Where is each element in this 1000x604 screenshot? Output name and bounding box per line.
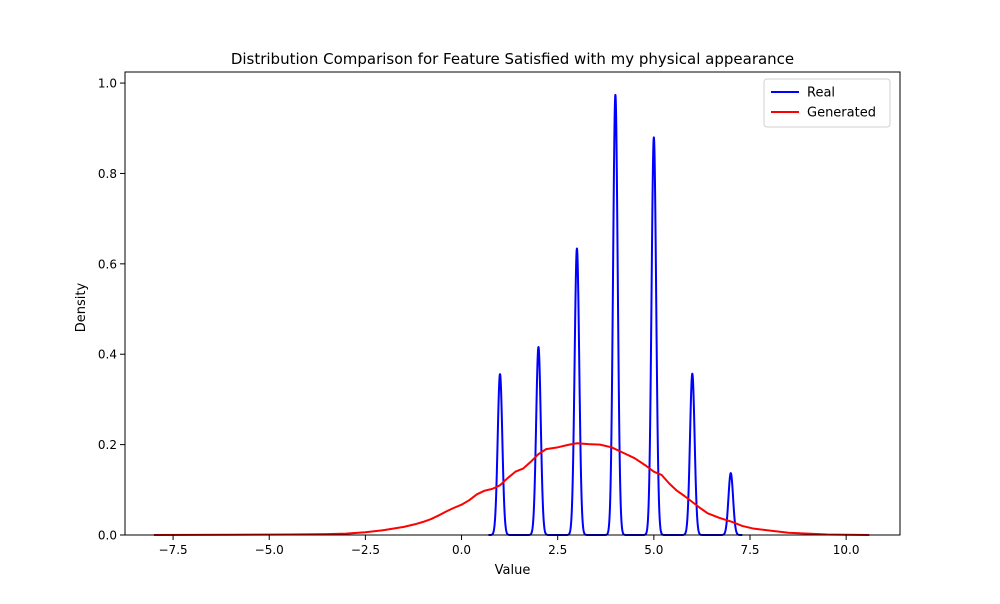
x-tick-label: 7.5 [740,543,759,557]
x-axis-label: Value [495,563,531,578]
y-tick-label: 0.4 [98,348,117,362]
y-tick-label: 0.6 [98,257,117,271]
chart-title: Distribution Comparison for Feature Sati… [231,50,794,68]
series-line-generated [153,442,870,536]
x-tick-label: 2.5 [548,543,567,557]
plot-area: −7.5 −5.0 −2.5 0.0 2.5 5.0 7.5 10.0 0.0 0.2 0.4 0.6… [98,71,901,557]
y-tick-label: 0.2 [98,438,117,452]
x-tick-label: 10.0 [833,543,860,557]
x-tick-label: 0.0 [452,543,471,557]
x-tick-label: −5.0 [255,543,284,557]
y-tick-label: 0.0 [98,529,117,543]
y-tick-label: 0.8 [98,167,117,181]
y-axis-label: Density [74,282,89,332]
axes-frame [124,71,901,536]
legend-label-generated: Generated [807,106,876,121]
legend-label-real: Real [807,86,835,101]
y-tick-label: 1.0 [98,77,117,91]
x-tick-label: −2.5 [351,543,380,557]
x-tick-label: −7.5 [159,543,188,557]
series-line-real [487,93,744,536]
x-tick-label: 5.0 [644,543,663,557]
legend: Real Generated [763,78,891,128]
